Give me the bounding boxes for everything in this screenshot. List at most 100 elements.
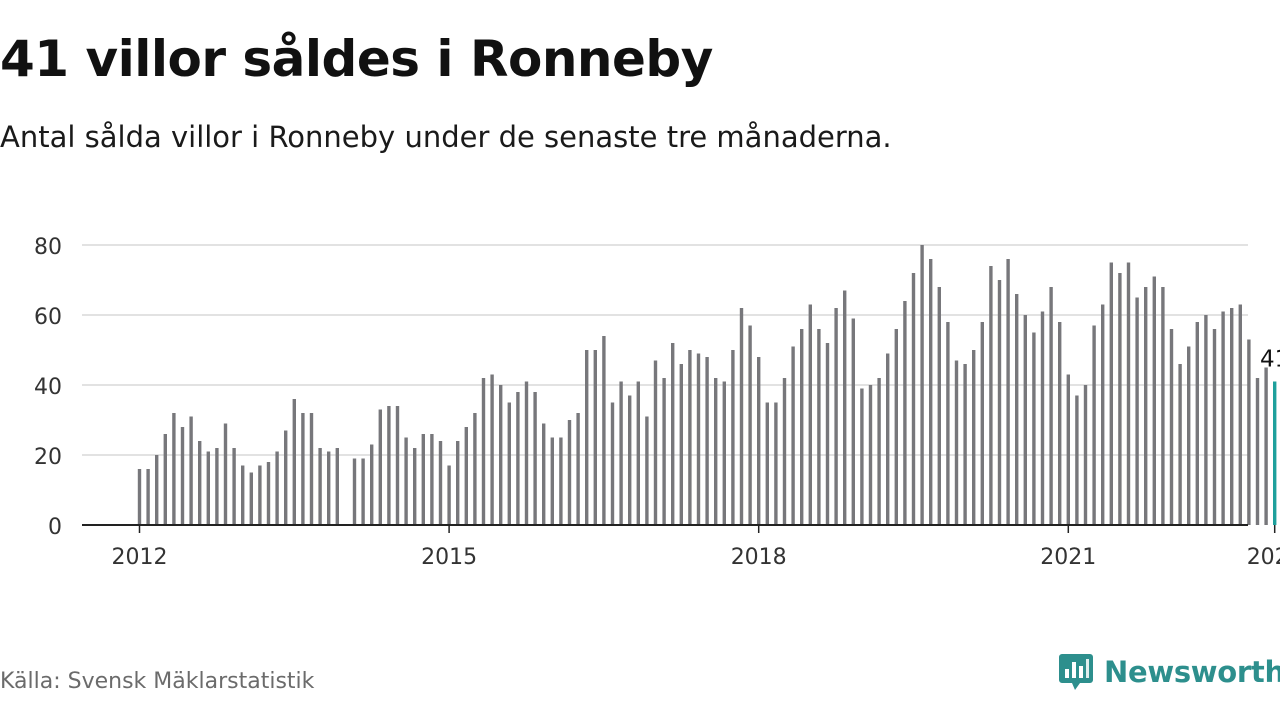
bar — [137, 469, 142, 525]
bar — [997, 280, 1002, 525]
x-tick-label: 2023 — [1247, 545, 1280, 570]
bar — [765, 402, 769, 525]
bar — [1178, 364, 1182, 525]
bar — [206, 451, 210, 525]
bar — [1023, 315, 1027, 525]
bar — [843, 290, 847, 525]
bar — [1032, 332, 1036, 525]
bar — [825, 343, 830, 525]
x-tick-label: 2012 — [112, 545, 168, 570]
bar — [989, 266, 993, 525]
bar — [1144, 287, 1148, 525]
bar — [653, 360, 658, 525]
bar — [318, 448, 322, 525]
bar — [1066, 374, 1070, 525]
bar — [1101, 304, 1105, 525]
bar — [602, 336, 606, 525]
bar — [499, 385, 503, 525]
chart-subtitle: Antal sålda villor i Ronneby under de se… — [0, 120, 892, 154]
bar — [1187, 346, 1191, 525]
bar — [954, 360, 959, 525]
bar — [232, 448, 236, 525]
bar — [1126, 262, 1131, 525]
bar — [1118, 273, 1122, 525]
bar — [215, 448, 219, 525]
bar — [447, 465, 451, 525]
bar — [533, 392, 537, 525]
bar — [1135, 297, 1139, 525]
bar — [593, 350, 597, 525]
bar-chart: 0 20 40 60 80 2012 2015 2018 2021 2023 41 — [34, 235, 1280, 570]
bar — [421, 434, 425, 525]
bar — [860, 388, 864, 525]
bar — [1083, 385, 1088, 525]
bar — [249, 472, 253, 525]
bar — [1255, 378, 1260, 525]
bar — [774, 402, 778, 525]
bar — [1264, 367, 1268, 525]
bar — [516, 392, 520, 525]
source-note: Källa: Svensk Mäklarstatistik — [0, 669, 315, 694]
bar — [791, 346, 795, 525]
bar — [266, 462, 271, 525]
bar — [800, 329, 804, 525]
bar — [438, 441, 443, 525]
bar — [387, 406, 391, 525]
bar — [576, 413, 580, 525]
bar — [894, 329, 898, 525]
bar — [679, 364, 683, 525]
x-tick-label: 2018 — [731, 545, 787, 570]
bar — [258, 465, 262, 525]
newsworthy-logo[interactable]: Newsworthy — [1058, 652, 1280, 692]
bar — [1169, 329, 1174, 525]
bar — [610, 402, 615, 525]
bar — [490, 374, 494, 525]
bar — [1015, 294, 1019, 525]
bar — [335, 448, 339, 525]
bar — [542, 423, 546, 525]
y-tick-label: 40 — [34, 375, 62, 400]
bar — [378, 409, 382, 525]
bar — [1195, 322, 1199, 525]
bar — [886, 353, 890, 525]
bar — [696, 353, 701, 525]
bar — [198, 441, 202, 525]
bar — [963, 364, 967, 525]
bar — [739, 308, 744, 525]
bar — [507, 402, 511, 525]
bar — [748, 325, 752, 525]
bar — [146, 469, 150, 525]
y-tick-label: 60 — [34, 305, 62, 330]
bar — [1161, 287, 1165, 525]
bar — [946, 322, 950, 525]
bar — [275, 451, 279, 525]
bar — [782, 378, 787, 525]
bar — [189, 416, 193, 525]
bar — [284, 430, 288, 525]
brand-name: Newsworthy — [1104, 655, 1280, 689]
bar — [163, 434, 167, 525]
bar — [327, 451, 331, 525]
bar — [671, 343, 675, 525]
bar — [352, 458, 357, 525]
bar — [524, 381, 529, 525]
bar — [1075, 395, 1079, 525]
bar — [430, 434, 434, 525]
y-tick-label: 20 — [34, 445, 62, 470]
bar — [1109, 262, 1113, 525]
chart-title: 41 villor såldes i Ronneby — [0, 30, 713, 88]
bar — [1247, 339, 1251, 525]
bar — [456, 441, 460, 525]
bar — [309, 413, 314, 525]
bar — [972, 350, 976, 525]
x-tick-label: 2015 — [421, 545, 477, 570]
bar — [1092, 325, 1096, 525]
bar — [757, 357, 761, 525]
bar — [834, 308, 838, 525]
bar — [1230, 308, 1234, 525]
bar — [1212, 329, 1217, 525]
bar-chart-speech-bubble-icon — [1059, 654, 1093, 690]
bar — [404, 437, 408, 525]
bar — [628, 395, 632, 525]
bar — [395, 406, 400, 525]
